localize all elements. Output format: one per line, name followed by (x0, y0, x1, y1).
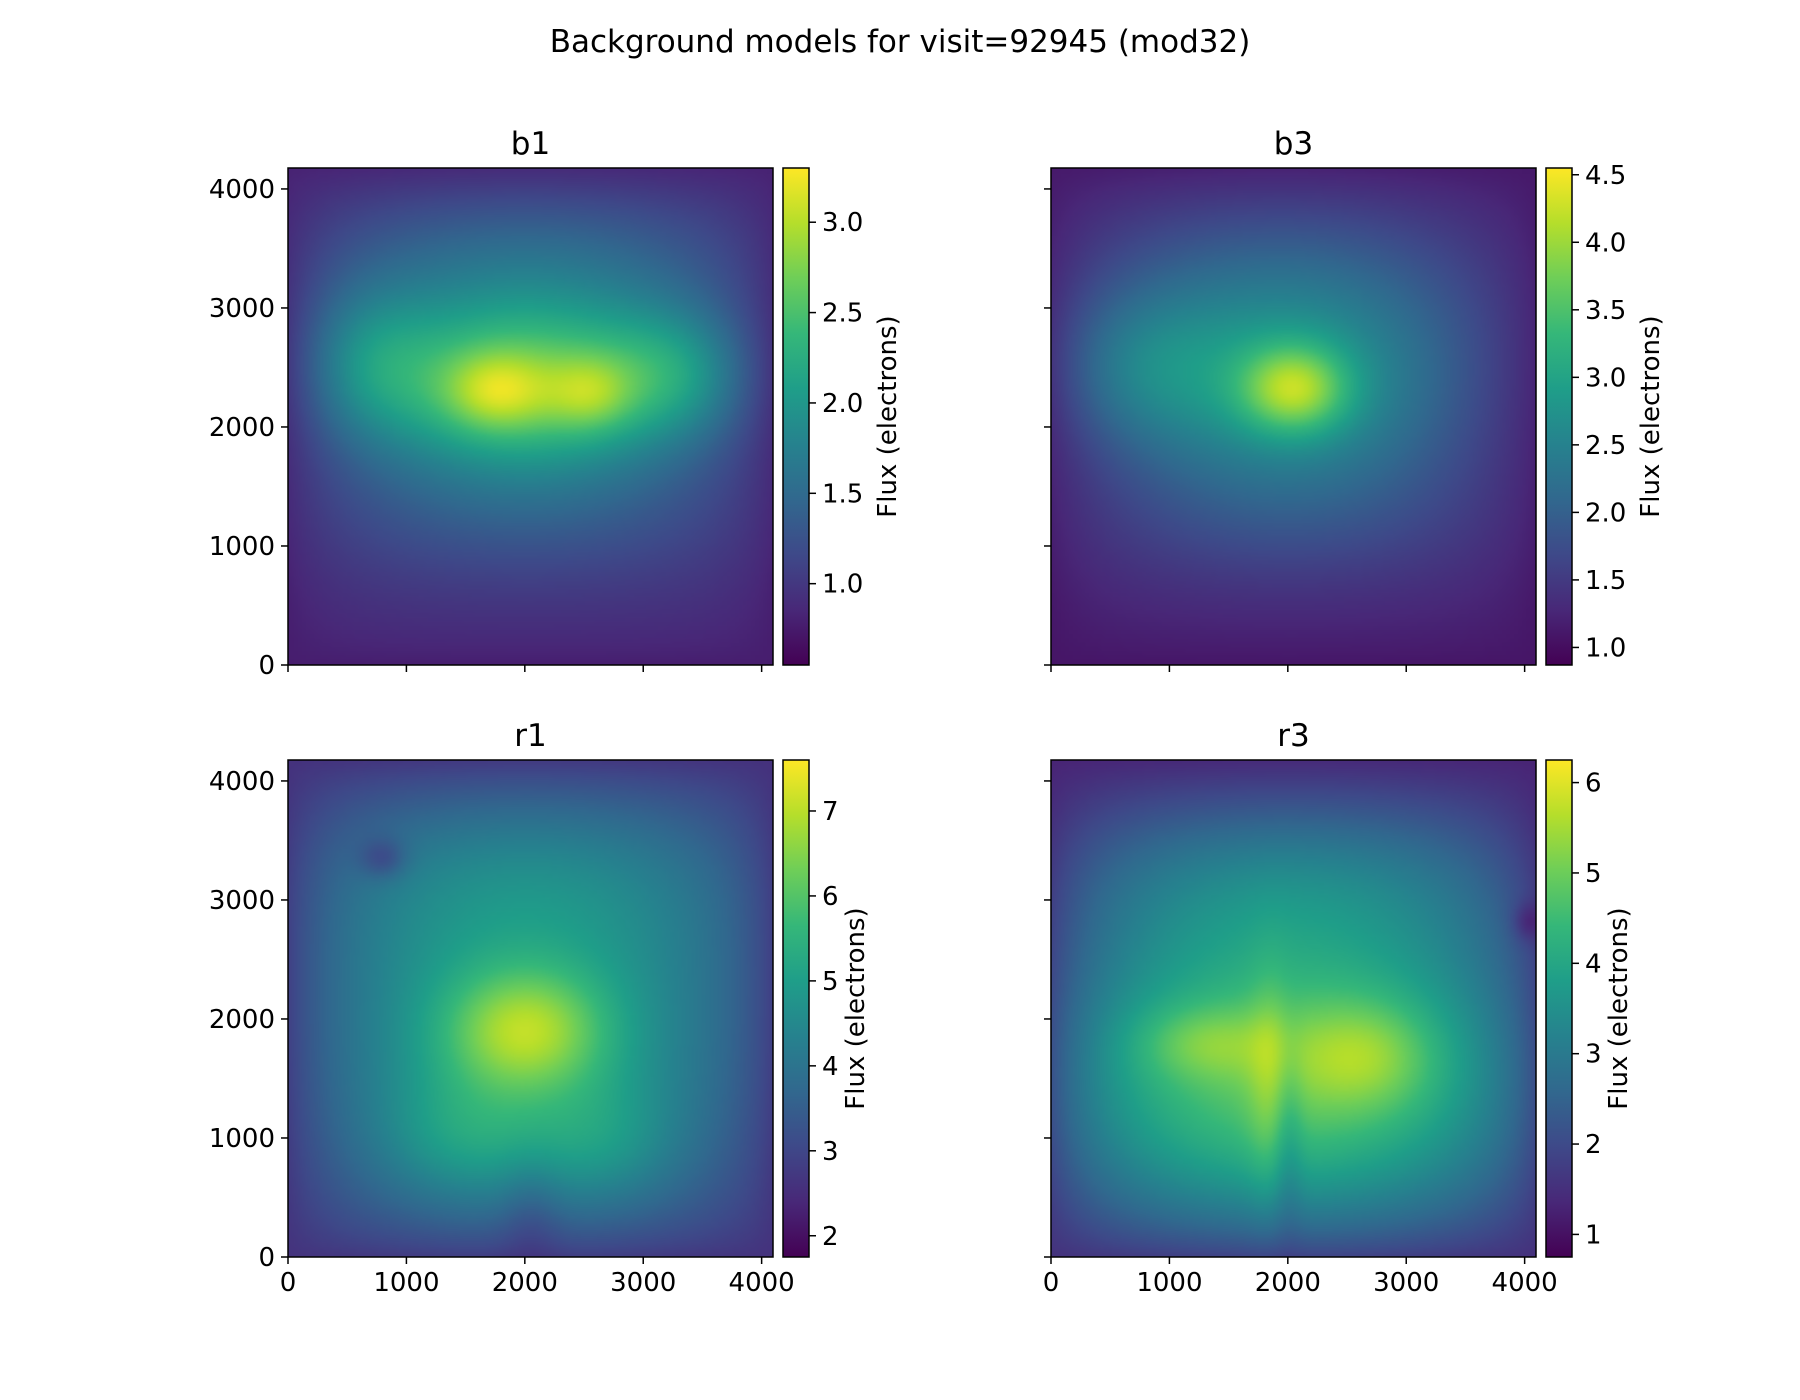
colorbar-tick-label: 4 (1585, 949, 1602, 979)
y-tick-label: 2000 (209, 413, 275, 443)
colorbar-tick-label: 2 (1585, 1130, 1602, 1160)
figure-title: Background models for visit=92945 (mod32… (549, 24, 1251, 60)
colorbar-tick-label: 3.0 (822, 208, 863, 238)
x-tick-label: 2000 (492, 1268, 558, 1298)
panel-r3: r3 0 1000 2000 3000 4000 1 2 3 4 5 6 Flux (electrons… (1043, 718, 1634, 1298)
colorbar-tick-label: 2.0 (1585, 498, 1626, 528)
x-tick-label: 3000 (1373, 1268, 1439, 1298)
colorbar-tick-label: 4.5 (1585, 161, 1626, 191)
y-tick-label: 3000 (209, 886, 275, 916)
colorbar-tick-label: 2.0 (822, 389, 863, 419)
heatmap-image (288, 760, 773, 1257)
y-tick-label: 2000 (209, 1005, 275, 1035)
colorbar-tick-label: 2.5 (822, 299, 863, 329)
y-tick-label: 0 (258, 651, 275, 681)
colorbar-tick-label: 1.0 (1585, 633, 1626, 663)
panel-b1: b1 0 1000 2000 3000 4000 1.0 1.5 2.0 2.5 3.0 Flux (… (209, 126, 903, 681)
plot-title: r1 (514, 718, 546, 754)
colorbar-label: Flux (electrons) (1604, 907, 1634, 1109)
y-tick-label: 4000 (209, 767, 275, 797)
colorbar (1545, 167, 1573, 666)
plot-frame (1050, 167, 1537, 666)
colorbar-label: Flux (electrons) (841, 907, 871, 1109)
heatmap-image (1051, 760, 1536, 1257)
x-tick-label: 4000 (729, 1268, 795, 1298)
colorbar-tick-label: 6 (822, 882, 839, 912)
x-tick-label: 1000 (373, 1268, 439, 1298)
y-tick-label: 0 (258, 1243, 275, 1273)
x-tick-label: 1000 (1136, 1268, 1202, 1298)
colorbar-tick-label: 7 (822, 797, 839, 827)
plot-frame (1050, 759, 1537, 1258)
colorbar-tick-label: 5 (1585, 859, 1602, 889)
y-tick-label: 4000 (209, 175, 275, 205)
x-tick-label: 0 (1043, 1268, 1060, 1298)
panel-r1: r1 0 1000 2000 3000 4000 0 1000 2000 3000 4000 2 3 4 5… (209, 718, 871, 1298)
colorbar-tick-label: 3 (822, 1137, 839, 1167)
colorbar-tick-label: 4.0 (1585, 228, 1626, 258)
colorbar-tick-label: 3 (1585, 1040, 1602, 1070)
x-tick-label: 3000 (610, 1268, 676, 1298)
y-tick-label: 1000 (209, 1124, 275, 1154)
colorbar-tick-label: 2 (822, 1222, 839, 1252)
y-tick-label: 3000 (209, 294, 275, 324)
colorbar-tick-label: 3.0 (1585, 363, 1626, 393)
plot-title: r3 (1277, 718, 1309, 754)
colorbar-tick-label: 1.5 (822, 479, 863, 509)
x-tick-label: 4000 (1492, 1268, 1558, 1298)
colorbar-tick-label: 5 (822, 967, 839, 997)
colorbar-tick-label: 3.5 (1585, 296, 1626, 326)
colorbar-label: Flux (electrons) (873, 315, 903, 517)
colorbar (1545, 759, 1573, 1258)
plot-frame (287, 167, 774, 666)
colorbar (782, 759, 810, 1258)
colorbar-tick-label: 6 (1585, 769, 1602, 799)
colorbar-label: Flux (electrons) (1636, 315, 1666, 517)
panel-b3: b3 1.0 1.5 2.0 2.5 3.0 3.5 4.0 4.5 Flux (electron… (1044, 126, 1666, 672)
x-tick-label: 0 (280, 1268, 297, 1298)
plot-title: b1 (511, 126, 550, 162)
colorbar-tick-label: 1.5 (1585, 566, 1626, 596)
plot-frame (287, 759, 774, 1258)
heatmap-image (1051, 168, 1536, 665)
colorbar-tick-label: 4 (822, 1052, 839, 1082)
y-tick-label: 1000 (209, 532, 275, 562)
x-tick-label: 2000 (1255, 1268, 1321, 1298)
heatmap-image (288, 168, 773, 665)
colorbar-tick-label: 2.5 (1585, 431, 1626, 461)
colorbar-tick-label: 1 (1585, 1220, 1602, 1250)
colorbar-tick-label: 1.0 (822, 570, 863, 600)
plot-title: b3 (1274, 126, 1313, 162)
colorbar (782, 167, 810, 666)
